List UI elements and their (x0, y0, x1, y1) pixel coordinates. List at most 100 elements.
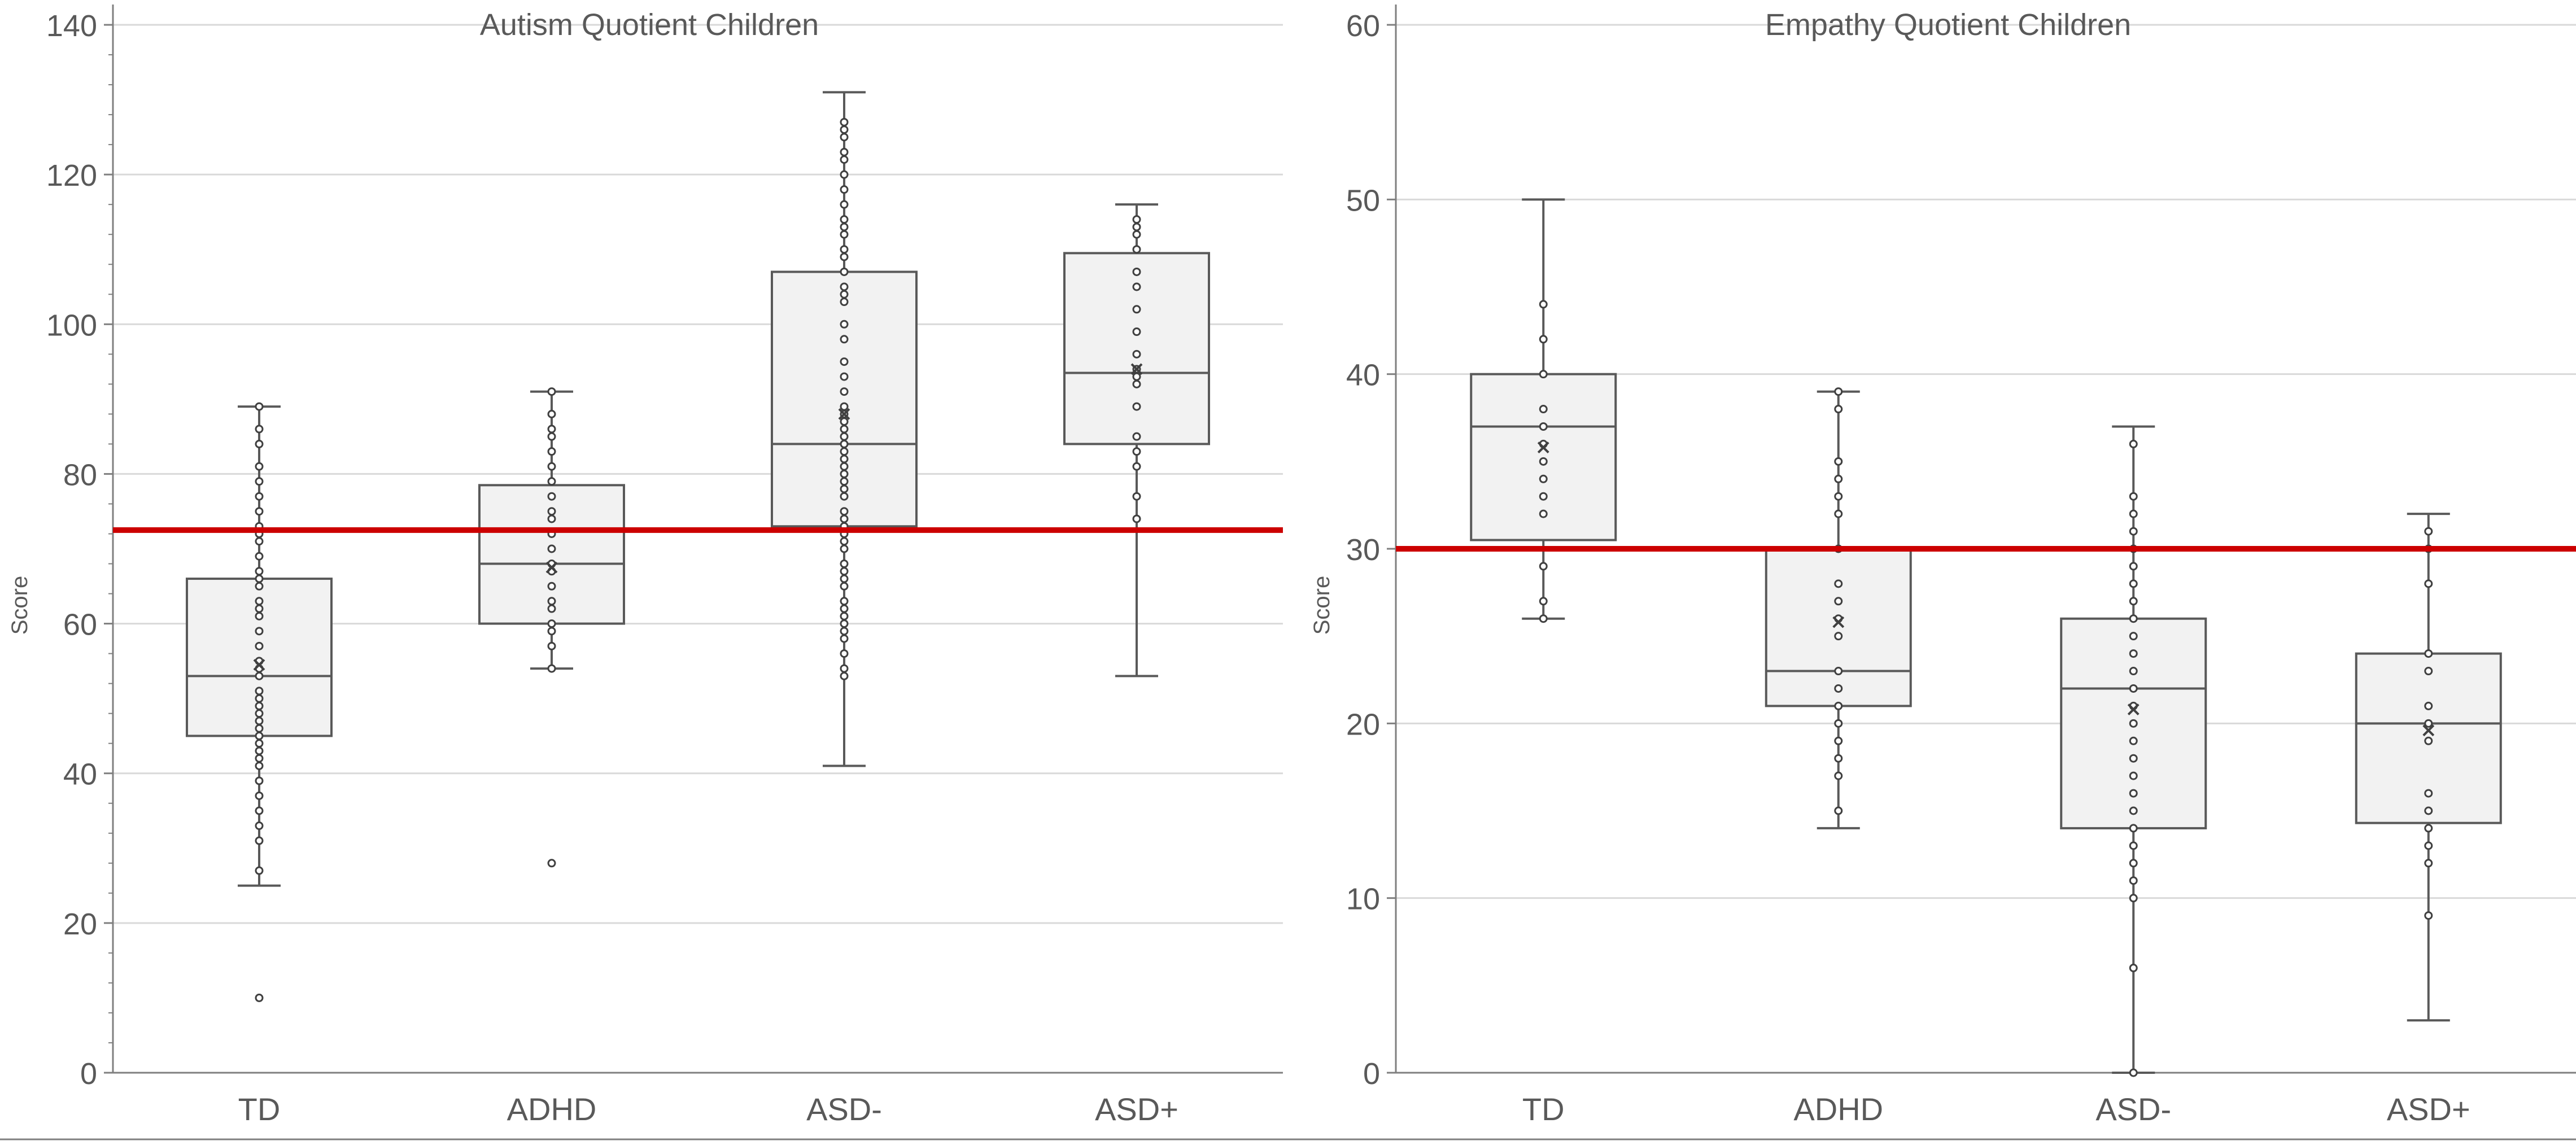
data-point (2129, 841, 2138, 850)
data-point (1539, 492, 1548, 501)
data-point (2129, 789, 2138, 798)
data-point (840, 387, 849, 396)
data-point (255, 836, 264, 845)
data-point (255, 866, 264, 875)
data-point (1834, 754, 1843, 763)
data-point (840, 245, 849, 254)
data-point (2424, 579, 2433, 588)
y-tick-label: 140 (46, 9, 97, 43)
data-point (1132, 245, 1141, 254)
chart-panel-0: 0 20 40 60 80 100 120 140 Score Autism Quotient C… (7, 5, 1283, 1127)
data-point (2424, 667, 2433, 676)
data-point (255, 641, 264, 650)
data-point (2129, 754, 2138, 763)
data-point (840, 432, 849, 441)
mean-marker (545, 561, 558, 574)
data-point (1834, 579, 1843, 588)
y-tick-label: 0 (1363, 1057, 1380, 1091)
data-point (2129, 667, 2138, 676)
data-point (547, 462, 556, 471)
data-point (2129, 963, 2138, 972)
data-point (547, 604, 556, 613)
data-point (840, 267, 849, 276)
data-point (2424, 736, 2433, 745)
data-point (1834, 719, 1843, 728)
data-point (1132, 222, 1141, 231)
data-point (255, 425, 264, 434)
data-point (840, 544, 849, 553)
data-point (840, 560, 849, 569)
data-point (1132, 230, 1141, 239)
x-tick-label-asdminus: ASD- (2095, 1091, 2171, 1127)
data-point (2129, 806, 2138, 815)
x-tick-label-adhd: ADHD (1793, 1091, 1883, 1127)
data-point (840, 200, 849, 209)
data-point (840, 222, 849, 231)
data-point (2129, 492, 2138, 501)
data-point (2424, 789, 2433, 798)
data-point (1539, 457, 1548, 466)
box-td (186, 402, 333, 1002)
data-point (547, 664, 556, 673)
data-point (1834, 684, 1843, 693)
data-point (840, 447, 849, 456)
outlier-point (547, 859, 556, 868)
data-point (840, 170, 849, 179)
y-tick-label: 60 (63, 608, 97, 642)
data-point (1132, 305, 1141, 314)
data-point (547, 387, 556, 396)
data-point (255, 687, 264, 696)
x-tick-label-adhd: ADHD (507, 1091, 597, 1127)
data-point (840, 627, 849, 636)
box-asdplus (2355, 513, 2502, 1022)
data-point (2129, 859, 2138, 868)
data-point (1132, 327, 1141, 336)
data-point (255, 791, 264, 800)
data-point (1834, 632, 1843, 641)
data-point (1132, 492, 1141, 501)
data-point (547, 627, 556, 636)
data-point (255, 462, 264, 471)
y-axis-label: Score (7, 576, 32, 635)
chart-title: Empathy Quotient Children (1765, 8, 2131, 42)
data-point (2129, 562, 2138, 571)
data-point (840, 492, 849, 501)
data-point (840, 320, 849, 329)
data-point (840, 439, 849, 448)
box-asdplus (1063, 203, 1210, 678)
data-point (1834, 492, 1843, 501)
y-tick-label: 100 (46, 308, 97, 342)
data-point (255, 492, 264, 501)
chart-title: Autism Quotient Children (480, 8, 819, 42)
data-point (840, 469, 849, 478)
data-point (547, 544, 556, 553)
data-point (1834, 806, 1843, 815)
data-point (840, 298, 849, 307)
data-point (547, 597, 556, 606)
data-point (547, 477, 556, 486)
data-point (2129, 719, 2138, 728)
data-point (840, 402, 849, 411)
data-point (2129, 597, 2138, 606)
data-point (255, 439, 264, 448)
data-point (1539, 370, 1548, 379)
data-point (2129, 684, 2138, 693)
box-asdminus (771, 91, 918, 767)
data-point (1132, 447, 1141, 456)
data-point (2129, 824, 2138, 833)
mean-marker (2127, 703, 2140, 716)
data-point (547, 507, 556, 516)
data-point (255, 574, 264, 583)
data-point (2129, 439, 2138, 448)
data-point (840, 357, 849, 366)
data-point (1834, 457, 1843, 466)
data-point (1539, 509, 1548, 518)
data-point (840, 117, 849, 126)
box-iqr (1765, 548, 1912, 707)
y-tick-label: 40 (1346, 359, 1380, 392)
data-point (255, 627, 264, 636)
data-point (840, 484, 849, 493)
data-point (840, 417, 849, 426)
data-point (2424, 527, 2433, 536)
data-point (1132, 514, 1141, 523)
